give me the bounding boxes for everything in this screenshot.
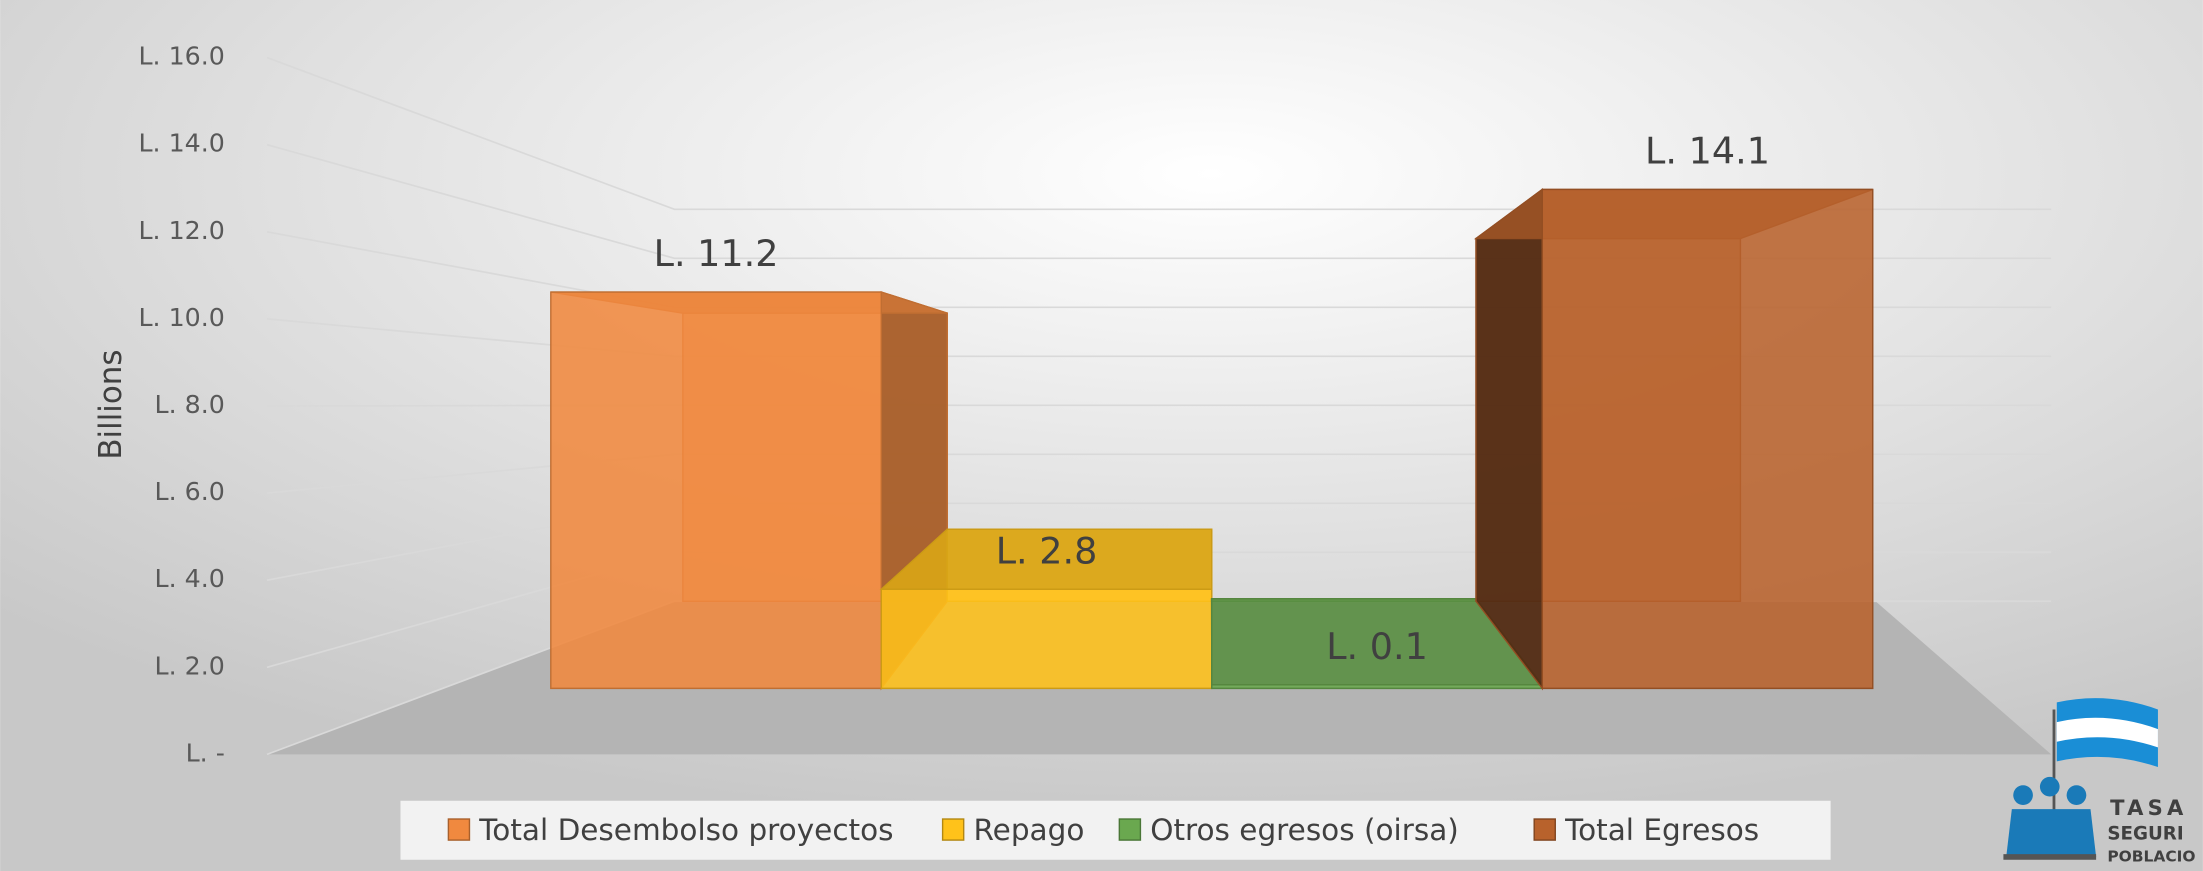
logo-body — [2006, 809, 2097, 857]
y-tick-label: L. 16.0 — [138, 42, 224, 71]
legend-label: Total Desembolso proyectos — [478, 813, 893, 847]
y-tick-label: L. - — [186, 738, 225, 767]
legend-label: Repago — [974, 813, 1085, 847]
y-tick-label: L. 6.0 — [155, 477, 225, 506]
logo-text: SEGURI — [2107, 823, 2183, 844]
bar-front — [880, 588, 1213, 690]
y-tick-label: L. 10.0 — [138, 303, 224, 332]
legend-swatch — [941, 818, 965, 841]
bar-front — [1211, 684, 1543, 690]
y-tick-label: L. 14.0 — [138, 129, 224, 158]
legend-swatch — [1118, 818, 1142, 841]
flag-stripe — [2056, 717, 2158, 748]
y-axis-label: Billions — [93, 350, 129, 460]
logo-figure — [2013, 785, 2033, 805]
data-label: L. 14.1 — [1645, 129, 1770, 172]
y-tick-label: L. 12.0 — [138, 216, 224, 245]
legend-box — [400, 800, 1831, 860]
logo-text: TASA — [2110, 795, 2187, 820]
data-label: L. 0.1 — [1326, 625, 1428, 668]
y-tick-label: L. 4.0 — [155, 564, 225, 593]
logo-text: POBLACIO — [2107, 847, 2195, 865]
legend-label: Total Egresos — [1564, 813, 1759, 847]
data-label: L. 11.2 — [654, 232, 779, 275]
legend-swatch — [1533, 818, 1556, 841]
logo-base — [2003, 854, 2097, 860]
bar-side — [1475, 188, 1543, 691]
legend-swatch — [447, 818, 471, 841]
bar-front — [1541, 188, 1874, 690]
y-tick-label: L. 8.0 — [155, 390, 225, 419]
legend-label: Otros egresos (oirsa) — [1150, 813, 1459, 847]
data-label: L. 2.8 — [996, 529, 1098, 572]
logo: TASA SEGURI POBLACIO — [2003, 698, 2196, 865]
y-tick-label: L. 2.0 — [155, 651, 225, 680]
logo-figure — [2066, 785, 2087, 805]
logo-figure — [2039, 776, 2060, 797]
bar-front — [550, 291, 882, 690]
